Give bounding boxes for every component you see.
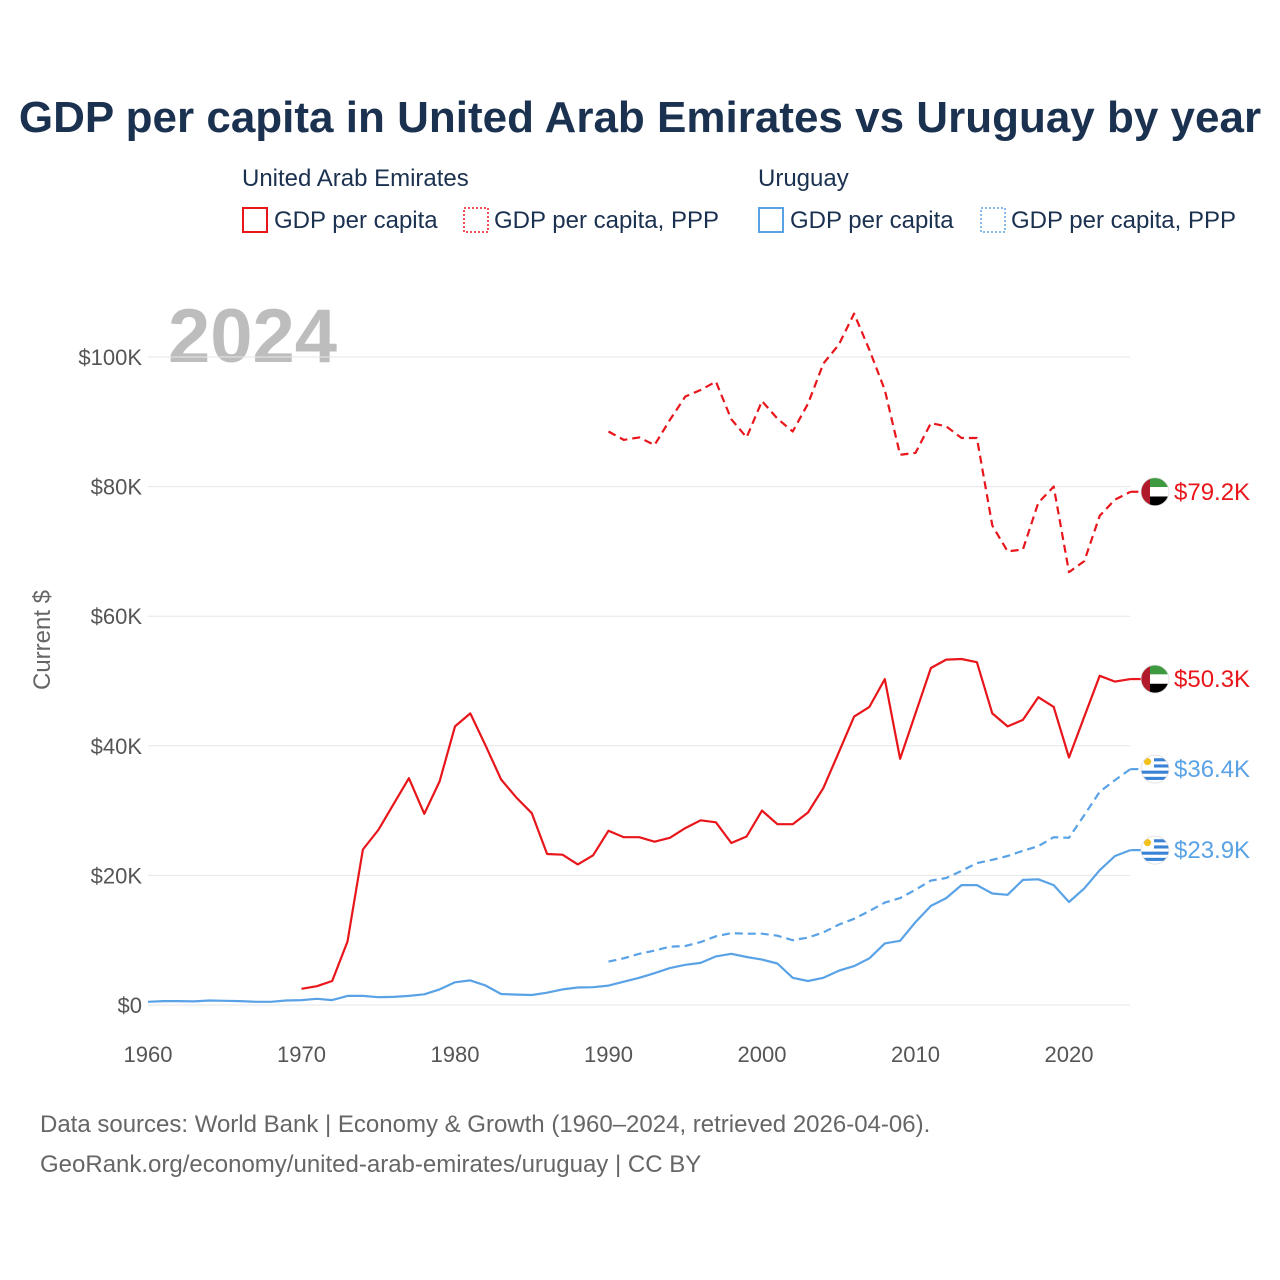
series-end-labels: $50.3K $79.2K $23.9K $36.4K (1130, 477, 1250, 865)
x-tick-label: 2010 (891, 1042, 940, 1067)
x-axis-ticks: 1960 1970 1980 1990 2000 2010 2020 (124, 1042, 1094, 1067)
end-value-label: $36.4K (1174, 756, 1250, 783)
gridlines (148, 356, 1130, 1006)
x-tick-label: 1970 (277, 1042, 326, 1067)
series-line (608, 768, 1132, 963)
y-tick-label: $40K (91, 734, 143, 759)
end-value-label: $79.2K (1174, 479, 1250, 506)
year-watermark: 2024 (168, 294, 337, 379)
x-tick-label: 1990 (584, 1042, 633, 1067)
legend-swatch-uae-ppp (463, 207, 489, 233)
y-axis-label: Current $ (29, 590, 56, 690)
y-tick-label: $80K (91, 475, 143, 500)
end-value-label: $50.3K (1174, 666, 1250, 693)
legend-swatch-uruguay-gdp (758, 207, 784, 233)
x-tick-label: 2000 (738, 1042, 787, 1067)
series-line (301, 657, 1131, 990)
legend-swatch-uae-gdp (242, 207, 268, 233)
legend-label-uruguay-gdp: GDP per capita (790, 207, 954, 234)
legend-label-uae-ppp: GDP per capita, PPP (494, 207, 719, 234)
legend: United Arab Emirates GDP per capita GDP … (242, 165, 1236, 234)
series-lines (147, 312, 1132, 1003)
y-tick-label: $20K (91, 863, 143, 888)
x-tick-label: 1960 (124, 1042, 173, 1067)
legend-label-uruguay-ppp: GDP per capita, PPP (1011, 207, 1236, 234)
y-tick-label: $60K (91, 604, 143, 629)
legend-group-uae: United Arab Emirates (242, 165, 469, 192)
y-tick-label: $0 (118, 993, 142, 1018)
uruguay-flag-icon (1140, 754, 1170, 784)
uae-flag-icon (1140, 477, 1170, 507)
uae-flag-icon (1140, 664, 1170, 694)
legend-swatch-uruguay-ppp (980, 207, 1006, 233)
x-tick-label: 2020 (1045, 1042, 1094, 1067)
chart-title: GDP per capita in United Arab Emirates v… (19, 93, 1261, 142)
x-tick-label: 1980 (431, 1042, 480, 1067)
legend-group-uruguay: Uruguay (758, 165, 849, 192)
y-tick-label: $100K (78, 345, 142, 370)
uruguay-flag-icon (1140, 835, 1170, 865)
y-axis-ticks: $0 $20K $40K $60K $80K $100K (78, 345, 142, 1018)
source-line-2: GeoRank.org/economy/united-arab-emirates… (40, 1151, 701, 1178)
end-value-label: $23.9K (1174, 837, 1250, 864)
legend-label-uae-gdp: GDP per capita (274, 207, 438, 234)
series-line (147, 849, 1131, 1003)
series-line (607, 312, 1131, 574)
source-line-1: Data sources: World Bank | Economy & Gro… (40, 1111, 930, 1138)
